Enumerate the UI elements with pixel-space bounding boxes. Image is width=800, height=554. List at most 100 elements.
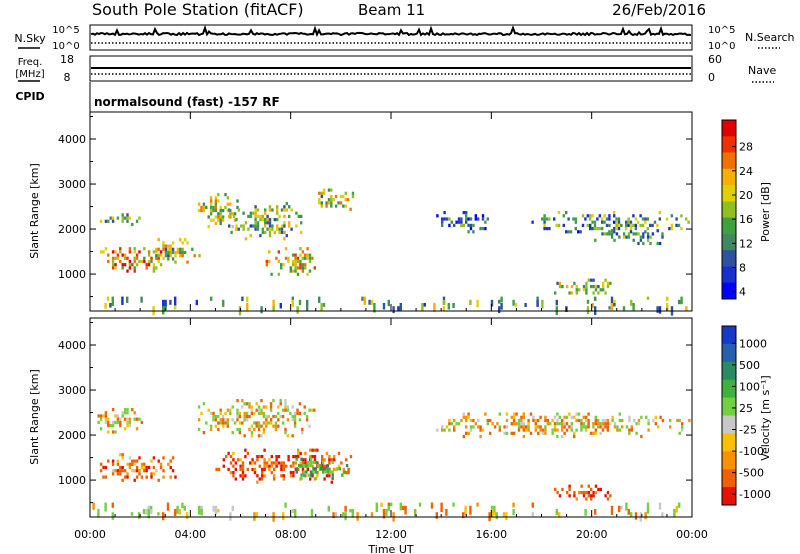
- heatmap-cell: [329, 470, 332, 474]
- heatmap-cell: [104, 414, 108, 418]
- heatmap-cell: [604, 422, 607, 426]
- heatmap-cell: [587, 491, 590, 495]
- heatmap-cell: [162, 256, 165, 260]
- heatmap-cell: [333, 458, 336, 462]
- heatmap-cell: [292, 461, 295, 465]
- heatmap-cell: [140, 475, 144, 479]
- heatmap-cell: [126, 411, 129, 415]
- heatmap-cell: [114, 430, 117, 434]
- heatmap-cell: [368, 299, 371, 305]
- heatmap-cell: [574, 220, 577, 224]
- heatmap-cell: [135, 465, 139, 470]
- heatmap-cell: [245, 402, 249, 406]
- heatmap-cell: [155, 250, 158, 254]
- heatmap-cell: [212, 418, 215, 422]
- heatmap-cell: [229, 512, 232, 521]
- heatmap-cell: [557, 223, 561, 227]
- heatmap-cell: [114, 250, 117, 254]
- heatmap-cell: [593, 220, 597, 224]
- freq-panel-frame: [89, 55, 693, 82]
- heatmap-cell: [577, 230, 580, 234]
- heatmap-cell: [490, 509, 494, 518]
- heatmap-cell: [304, 256, 307, 260]
- heatmap-cell: [155, 256, 158, 260]
- heatmap-cell: [277, 250, 280, 254]
- heatmap-cell: [625, 223, 628, 227]
- heatmap-cell: [128, 216, 132, 220]
- heatmap-cell: [512, 502, 515, 508]
- heatmap-cell: [138, 456, 141, 460]
- heatmap-cell: [181, 254, 184, 258]
- heatmap-cell: [278, 227, 281, 231]
- heatmap-cell: [635, 422, 638, 426]
- heatmap-cell: [606, 491, 610, 495]
- heatmap-cell: [627, 232, 631, 236]
- heatmap-cell: [273, 230, 276, 234]
- heatmap-cell: [447, 303, 450, 310]
- heatmap-cell: [656, 223, 659, 227]
- heatmap-cell: [594, 415, 597, 419]
- heatmap-cell: [209, 427, 213, 431]
- heatmap-cell: [270, 471, 273, 475]
- heatmap-cell: [618, 505, 621, 513]
- heatmap-cell: [543, 214, 546, 218]
- heatmap-cell: [640, 415, 643, 419]
- y-tick-label: 2000: [58, 429, 86, 442]
- heatmap-cell: [159, 263, 163, 267]
- heatmap-cell: [265, 461, 269, 465]
- heatmap-cell: [644, 220, 647, 224]
- heatmap-cell: [167, 462, 170, 466]
- heatmap-cell: [666, 296, 669, 301]
- heatmap-cell: [515, 412, 518, 416]
- colorbar-tick-label: -100: [739, 445, 764, 458]
- colorbar-tick-label: 20: [739, 189, 753, 202]
- heatmap-cell: [639, 238, 643, 242]
- heatmap-cell: [164, 254, 168, 258]
- heatmap-cell: [441, 217, 444, 221]
- heatmap-cell: [239, 467, 242, 471]
- heatmap-cell: [292, 259, 295, 264]
- heatmap-cell: [481, 227, 485, 231]
- heatmap-cell: [601, 418, 605, 423]
- heatmap-cell: [462, 223, 465, 227]
- heatmap-cell: [297, 467, 300, 471]
- heatmap-cell: [448, 223, 451, 227]
- heatmap-cell: [200, 205, 203, 209]
- y-tick-label: 4000: [58, 339, 86, 352]
- x-tick-label: 00:00: [74, 528, 106, 541]
- heatmap-cell: [224, 193, 227, 197]
- heatmap-cell: [135, 256, 139, 260]
- heatmap-cell: [340, 461, 343, 465]
- heatmap-cell: [219, 218, 222, 222]
- heatmap-cell: [236, 408, 239, 412]
- heatmap-cell: [610, 296, 614, 306]
- heatmap-cell: [197, 202, 201, 206]
- date-label: 26/Feb/2016: [612, 1, 706, 19]
- heatmap-cell: [164, 247, 168, 251]
- heatmap-cell: [675, 217, 678, 221]
- heatmap-cell: [131, 459, 134, 463]
- heatmap-cell: [632, 238, 635, 242]
- heatmap-cell: [305, 464, 308, 468]
- heatmap-cell: [351, 509, 354, 518]
- heatmap-cell: [531, 220, 534, 224]
- heatmap-cell: [227, 451, 230, 455]
- heatmap-cell: [131, 462, 134, 466]
- heatmap-cell: [261, 474, 264, 478]
- heatmap-cell: [171, 247, 175, 251]
- heatmap-cell: [215, 467, 218, 471]
- velocity-plot: [92, 399, 691, 522]
- heatmap-cell: [241, 421, 244, 425]
- heatmap-cell: [111, 459, 115, 463]
- heatmap-cell: [169, 250, 172, 255]
- heatmap-cell: [284, 256, 288, 260]
- heatmap-cell: [617, 217, 621, 221]
- heatmap-cell: [585, 281, 588, 285]
- heatmap-cell: [597, 291, 600, 295]
- heatmap-cell: [592, 278, 595, 282]
- heatmap-cell: [294, 256, 297, 260]
- colorbar-frame: [721, 325, 737, 506]
- heatmap-cell: [319, 464, 322, 468]
- heatmap-cell: [591, 303, 594, 308]
- heatmap-cell: [123, 417, 127, 421]
